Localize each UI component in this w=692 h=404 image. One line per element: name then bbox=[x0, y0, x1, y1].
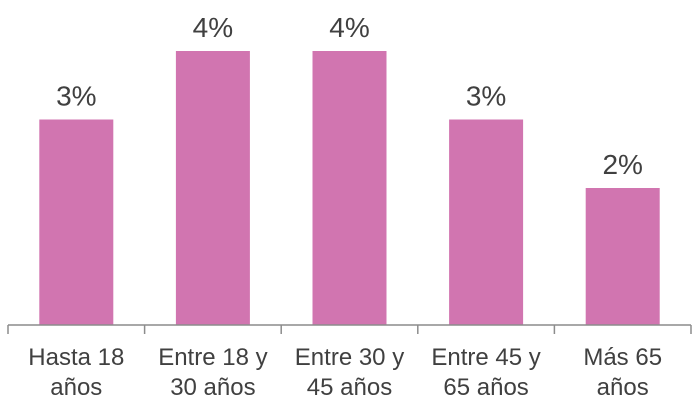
bar-3 bbox=[312, 51, 387, 325]
data-label-5: 2% bbox=[602, 149, 642, 180]
data-label-3: 4% bbox=[329, 12, 369, 43]
x-tick-label-line: 45 años bbox=[307, 374, 392, 401]
x-axis bbox=[7, 324, 692, 334]
bar-2 bbox=[175, 51, 250, 325]
bar-4 bbox=[449, 119, 524, 325]
x-tick-label-line: Más 65 bbox=[583, 344, 662, 371]
x-tick-label-line: años bbox=[597, 374, 649, 401]
x-tick-label-3: Entre 30 y 45 años bbox=[295, 344, 404, 401]
data-label-1: 3% bbox=[56, 81, 96, 112]
x-tick-label-1: Hasta 18 años bbox=[28, 344, 124, 401]
value-labels-group: 3% 4% 4% 3% 2% bbox=[56, 12, 643, 180]
x-tick-label-line: años bbox=[50, 374, 102, 401]
bar-5 bbox=[585, 188, 660, 325]
data-label-4: 3% bbox=[466, 81, 506, 112]
x-tick-label-5: Más 65 años bbox=[583, 344, 662, 401]
data-label-2: 4% bbox=[193, 12, 233, 43]
x-tick-label-line: Hasta 18 bbox=[28, 344, 124, 371]
x-tick-label-line: 30 años bbox=[170, 374, 255, 401]
bar-1 bbox=[39, 119, 114, 325]
x-tick-label-line: Entre 45 y bbox=[431, 344, 540, 371]
x-tick-label-line: Entre 18 y bbox=[158, 344, 267, 371]
x-tick-label-4: Entre 45 y 65 años bbox=[431, 344, 540, 401]
x-tick-label-2: Entre 18 y 30 años bbox=[158, 344, 267, 401]
x-tick-label-line: Entre 30 y bbox=[295, 344, 404, 371]
bars-group bbox=[39, 51, 660, 325]
x-tick-labels-group: Hasta 18 años Entre 18 y 30 años Entre 30 y 4… bbox=[28, 344, 662, 401]
x-tick-label-line: 65 años bbox=[443, 374, 528, 401]
